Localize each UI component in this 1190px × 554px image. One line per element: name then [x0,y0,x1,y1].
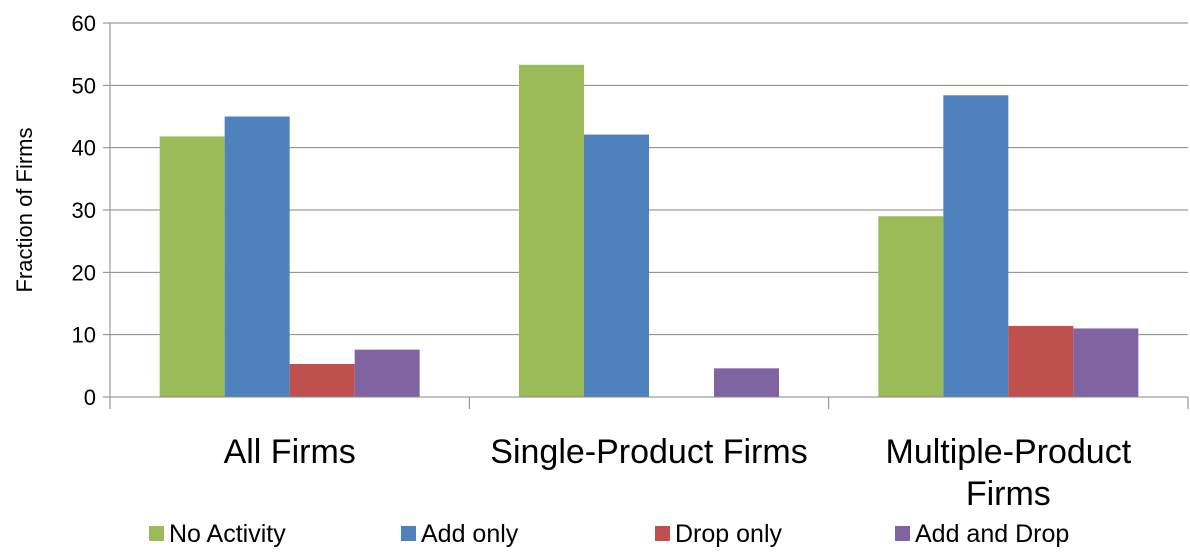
legend-swatch [149,526,164,541]
x-category-label: All Firms [224,433,356,471]
y-axis-title: Fraction of Firms [12,127,37,292]
bar-add-only [584,134,649,397]
legend-label: Drop only [675,520,782,548]
legend-label: Add only [421,520,519,548]
x-category-label: Single-Product Firms [490,433,807,471]
bar-no-activity [878,216,944,397]
y-tick-label: 30 [72,198,96,223]
bar-add-and-drop [714,368,779,397]
legend-label: Add and Drop [915,520,1069,548]
bar-add-and-drop [354,349,420,397]
bar-add-and-drop [1073,328,1139,397]
legend-swatch [401,526,416,541]
y-tick-labels: 0 10 20 30 40 50 60 [72,11,96,410]
y-tick-label: 60 [72,11,96,36]
y-tick-label: 10 [72,323,96,348]
x-category-label: Firms [966,475,1051,513]
legend: No Activity Add only Drop only Add and Drop [149,520,1069,548]
x-tick-labels: All Firms Single-Product Firms Multiple-Pr… [224,433,1132,513]
legend-label: No Activity [169,520,286,548]
legend-swatch [655,526,670,541]
y-tick-label: 0 [84,385,96,410]
y-tick-label: 50 [72,73,96,98]
bar-no-activity [519,64,584,397]
bar-drop-only [1008,325,1074,397]
bar-add-only [224,116,290,397]
bar-drop-only [289,363,355,397]
bar-add-only [943,95,1009,397]
legend-swatch [895,526,910,541]
y-tick-label: 20 [72,260,96,285]
axes [103,22,1189,409]
bar-no-activity [159,136,225,398]
x-category-label: Multiple-Product [886,433,1132,471]
bars [159,64,1139,398]
y-tick-label: 40 [72,136,96,161]
